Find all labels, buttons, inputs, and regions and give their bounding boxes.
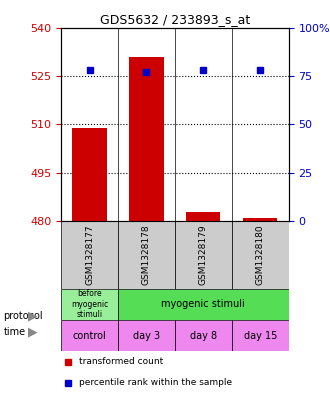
Text: GSM1328177: GSM1328177 bbox=[85, 225, 94, 285]
Bar bbox=[61, 221, 118, 288]
Text: ▶: ▶ bbox=[28, 325, 38, 339]
Text: before
myogenic
stimuli: before myogenic stimuli bbox=[71, 289, 108, 319]
Text: day 15: day 15 bbox=[244, 331, 277, 341]
Bar bbox=[72, 128, 107, 221]
Text: day 8: day 8 bbox=[190, 331, 217, 341]
Text: control: control bbox=[73, 331, 106, 341]
Text: protocol: protocol bbox=[3, 311, 43, 321]
Text: myogenic stimuli: myogenic stimuli bbox=[161, 299, 245, 309]
Bar bbox=[129, 57, 163, 221]
Bar bbox=[232, 320, 289, 351]
Text: time: time bbox=[3, 327, 25, 337]
Title: GDS5632 / 233893_s_at: GDS5632 / 233893_s_at bbox=[100, 13, 250, 26]
Text: ▶: ▶ bbox=[28, 310, 38, 323]
Text: transformed count: transformed count bbox=[79, 357, 164, 366]
Bar bbox=[186, 212, 220, 221]
Text: GSM1328179: GSM1328179 bbox=[199, 225, 208, 285]
Bar bbox=[118, 320, 175, 351]
Bar bbox=[243, 218, 277, 221]
Text: GSM1328178: GSM1328178 bbox=[142, 225, 151, 285]
Bar bbox=[175, 320, 232, 351]
Text: day 3: day 3 bbox=[133, 331, 160, 341]
Text: GSM1328180: GSM1328180 bbox=[256, 225, 265, 285]
Bar bbox=[232, 221, 289, 288]
Bar bbox=[175, 221, 232, 288]
Bar bbox=[61, 320, 118, 351]
Bar bbox=[118, 221, 175, 288]
Text: percentile rank within the sample: percentile rank within the sample bbox=[79, 378, 232, 387]
Bar bbox=[118, 288, 289, 320]
Bar bbox=[61, 288, 118, 320]
